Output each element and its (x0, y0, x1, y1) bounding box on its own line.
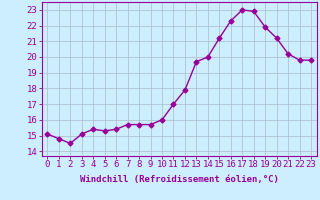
X-axis label: Windchill (Refroidissement éolien,°C): Windchill (Refroidissement éolien,°C) (80, 175, 279, 184)
